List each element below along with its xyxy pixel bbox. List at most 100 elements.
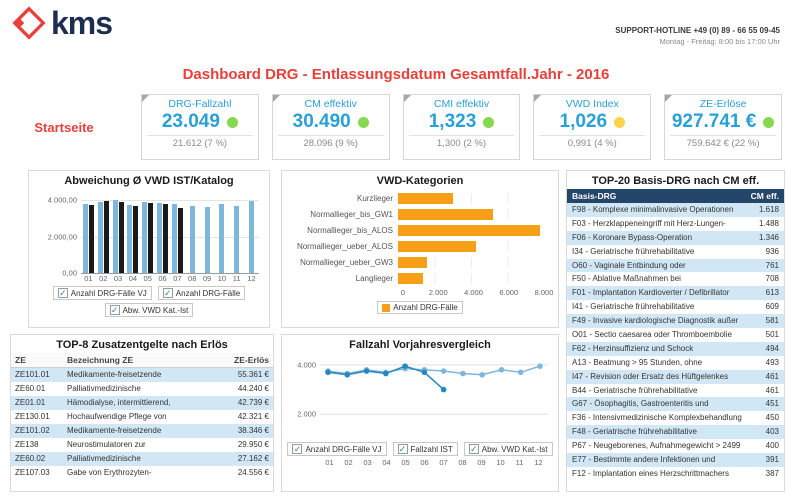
drg-name: F06 - Koronare Bypass-Operation xyxy=(572,232,693,242)
x-tick-label: 04 xyxy=(382,458,391,467)
bar[interactable] xyxy=(189,205,195,273)
table-row[interactable]: F48 - Geriatrische frührehabilitative 403 xyxy=(567,425,784,440)
support-hotline-text: SUPPORT-HOTLINE +49 (0) 89 - 66 55 09-45 xyxy=(615,26,780,35)
legend-label: Anzahl DRG-Fälle xyxy=(393,303,458,312)
table-row[interactable]: ZE01.01 Hämodialyse, intermittierend, 42.7… xyxy=(11,396,273,410)
table-row[interactable]: O60 - Vaginale Entbindung oder 761 xyxy=(567,258,784,273)
bar[interactable] xyxy=(204,206,210,273)
data-point[interactable] xyxy=(537,363,543,369)
bar[interactable] xyxy=(88,204,94,273)
bar[interactable] xyxy=(234,205,240,273)
data-point[interactable] xyxy=(363,368,370,374)
bar[interactable] xyxy=(398,193,453,204)
data-point[interactable] xyxy=(498,367,505,373)
x-tick-label: 04 xyxy=(128,274,138,283)
table-row[interactable]: ZE101.02 Medikamente-freisetzende 38.346 € xyxy=(11,424,273,438)
legend-item[interactable]: ✓ Anzahl DRG-Fälle VJ xyxy=(52,286,152,300)
bar[interactable] xyxy=(398,225,541,236)
table-row[interactable]: F01 - Implantation Kardioverter / Defibr… xyxy=(567,286,784,301)
bar[interactable] xyxy=(97,202,103,273)
table-row[interactable]: ZE107.03 Gabe von Erythrozyten- 24.556 € xyxy=(11,466,273,480)
bar[interactable] xyxy=(157,203,163,273)
chart-title-fallzahl: Fallzahl Vorjahresvergleich xyxy=(349,339,491,351)
table-row[interactable]: F49 - Invasive kardiologische Diagnostik… xyxy=(567,314,784,329)
bar[interactable] xyxy=(142,202,148,273)
x-tick-label: 08 xyxy=(188,274,197,283)
data-point[interactable] xyxy=(421,369,428,376)
data-point[interactable] xyxy=(440,386,447,393)
bar[interactable] xyxy=(398,273,423,284)
kpi-card[interactable]: CM effektiv 30.490 28.096 (9 %) xyxy=(271,94,390,160)
bar[interactable] xyxy=(118,202,124,273)
bar[interactable] xyxy=(82,203,88,273)
table-row[interactable]: ZE60.02 Palliativmedizinische 27.162 € xyxy=(11,452,273,466)
bar[interactable] xyxy=(398,241,477,252)
kpi-card[interactable]: DRG-Fallzahl 23.049 21.612 (7 %) xyxy=(141,94,259,160)
table-row[interactable]: ZE101.01 Medikamente-freisetzende 55.361 € xyxy=(11,368,273,382)
table-row[interactable]: I34 - Geriatrische frührehabilitative 936 xyxy=(567,245,784,259)
table-row[interactable]: ZE130.01 Hochaufwendige Pflege von 42.321 … xyxy=(11,410,273,424)
legend-item[interactable]: ✓ Anzahl DRG-Fälle VJ xyxy=(287,442,387,456)
x-tick-label: 05 xyxy=(401,458,410,467)
data-point[interactable] xyxy=(479,371,485,378)
data-point[interactable] xyxy=(460,370,466,377)
bar[interactable] xyxy=(398,257,428,268)
table-row[interactable]: I47 - Revision oder Ersatz des Hüftgelen… xyxy=(567,369,784,384)
table-row[interactable]: ZE60.01 Palliativmedizinische 44.240 € xyxy=(11,382,273,396)
data-point[interactable] xyxy=(517,369,524,376)
data-point[interactable] xyxy=(383,370,389,377)
table-row[interactable]: G67 - Ösophagitis, Gastroenteritis und 45… xyxy=(567,397,784,412)
bar[interactable] xyxy=(127,204,133,273)
table-row[interactable]: F50 - Ablative Maßnahmen bei 708 xyxy=(567,272,784,286)
table-row[interactable]: F06 - Koronare Bypass-Operation 1.346 xyxy=(567,230,784,245)
data-point[interactable] xyxy=(344,371,351,378)
bar[interactable] xyxy=(103,201,109,273)
kpi-card[interactable]: CMI effektiv 1,323 1,300 (2 %) xyxy=(402,94,521,160)
column-header[interactable]: ZE xyxy=(15,355,26,365)
legend-item[interactable]: ✓ Abw. VWD Kat.-Ist xyxy=(463,442,553,456)
table-row[interactable]: F62 - Herzinsuffizienz und Schock 494 xyxy=(567,341,784,356)
legend-item[interactable]: Anzahl DRG-Fälle xyxy=(377,301,463,314)
table-row[interactable]: F03 - Herzklappeneingriff mit Herz-Lunge… xyxy=(567,217,784,231)
bar[interactable] xyxy=(148,203,154,273)
table-row[interactable]: F12 - Implantation eines Herzschrittmach… xyxy=(567,467,784,481)
legend-item[interactable]: ✓ Abw. VWD Kat.-Ist xyxy=(104,303,194,317)
x-tick-label: 09 xyxy=(202,274,212,283)
nav-startseite[interactable]: Startseite xyxy=(34,119,94,135)
table-row[interactable]: F98 - Komplexe minimalinvasive Operation… xyxy=(567,203,784,217)
column-header[interactable]: CM eff. xyxy=(750,191,779,201)
bar[interactable] xyxy=(219,203,225,273)
table-row[interactable]: P67 - Neugeborenes, Aufnahmegewicht > 24… xyxy=(567,439,784,453)
column-header[interactable]: ZE-Erlös xyxy=(234,355,269,365)
table-row[interactable]: I41 - Geriatrische frührehabilitative 609 xyxy=(567,300,784,314)
column-header[interactable]: Basis-DRG xyxy=(572,191,617,201)
kpi-card[interactable]: VWD Index 1,026 0,991 (4 %) xyxy=(533,94,652,160)
bar[interactable] xyxy=(177,207,183,273)
legend-item[interactable]: ✓ Anzahl DRG-Fälle xyxy=(157,286,246,300)
kpi-label: CMI effektiv xyxy=(433,98,490,110)
cm-value: 391 xyxy=(765,455,779,465)
table-row[interactable]: A13 - Beatmung > 95 Stunden, ohne 493 xyxy=(567,356,784,370)
bar[interactable] xyxy=(163,203,169,273)
bar[interactable] xyxy=(112,200,118,273)
drg-name: I34 - Geriatrische frührehabilitative xyxy=(572,246,695,256)
table-row[interactable]: O01 - Sectio caesarea oder Thromboemboli… xyxy=(567,328,784,342)
x-tick-label: 6.000 xyxy=(499,288,519,297)
bar[interactable] xyxy=(398,209,493,220)
bar[interactable] xyxy=(171,203,177,273)
y-tick-label: 2.000 xyxy=(297,409,316,419)
data-point[interactable] xyxy=(325,369,331,376)
table-row[interactable]: F36 - Intensivmedizinische Komplexbehand… xyxy=(567,411,784,425)
column-header[interactable]: Bezeichnung ZE xyxy=(67,355,134,365)
table-row[interactable]: ZE138 Neurostimulatoren zur 29.950 € xyxy=(11,438,273,452)
kpi-card[interactable]: ZE-Erlöse 927.741 € 759.642 € (22 %) xyxy=(664,94,782,160)
hbar-row: Langlieger xyxy=(290,271,544,286)
data-point[interactable] xyxy=(402,363,408,369)
legend-item[interactable]: ✓ Fallzahl IST xyxy=(392,442,458,456)
drg-name: F03 - Herzklappeneingriff mit Herz-Lunge… xyxy=(572,218,726,228)
bar[interactable] xyxy=(133,205,139,273)
data-point[interactable] xyxy=(440,368,447,374)
table-row[interactable]: B44 - Geriatrische frührehabilitative 461 xyxy=(567,384,784,398)
table-row[interactable]: E77 - Bestimmte andere Infektionen und 39… xyxy=(567,453,784,467)
bar[interactable] xyxy=(249,201,255,273)
